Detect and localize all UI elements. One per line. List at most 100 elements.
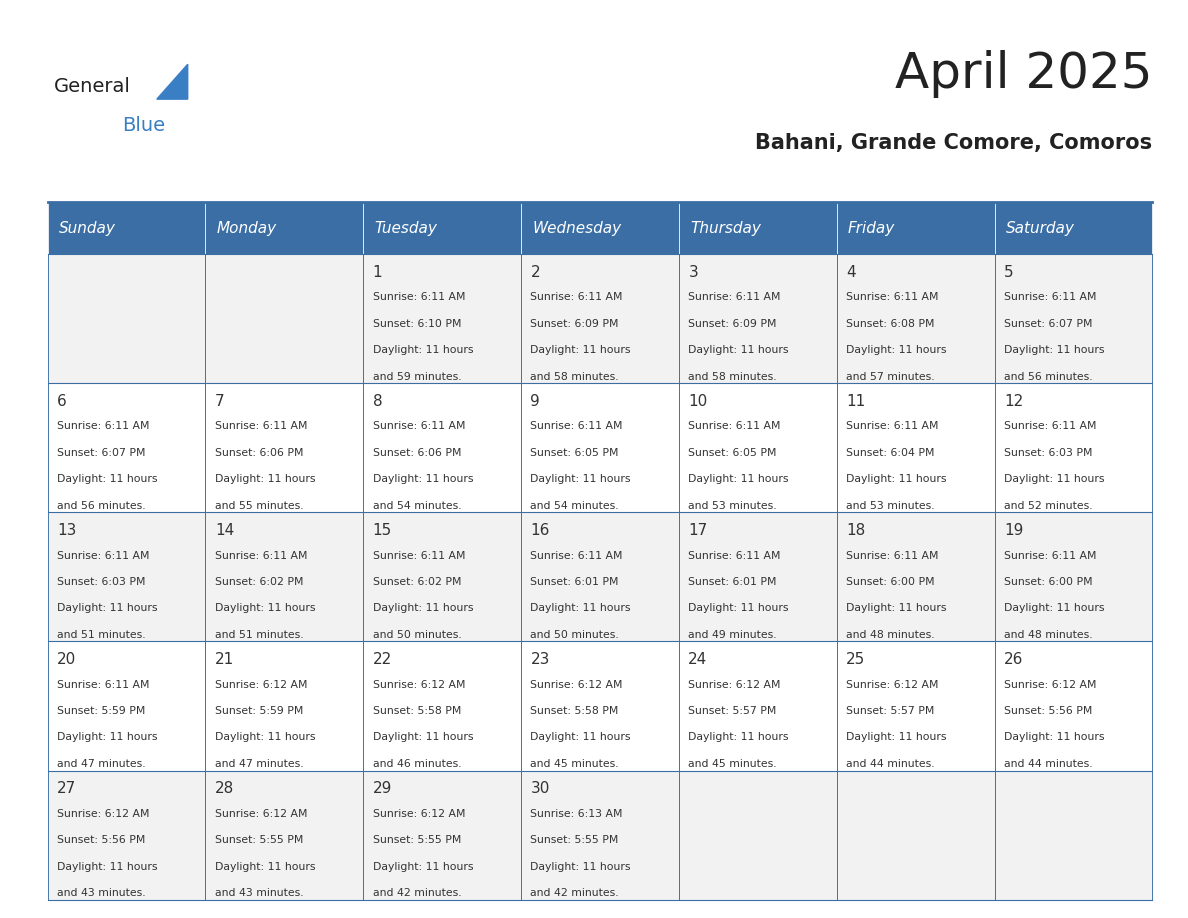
Text: General: General <box>53 77 131 96</box>
Text: April 2025: April 2025 <box>895 50 1152 98</box>
Text: Daylight: 11 hours: Daylight: 11 hours <box>1004 733 1105 743</box>
Text: Sunset: 6:06 PM: Sunset: 6:06 PM <box>373 448 461 458</box>
Polygon shape <box>157 64 188 99</box>
Text: Daylight: 11 hours: Daylight: 11 hours <box>531 345 631 355</box>
Text: Sunrise: 6:11 AM: Sunrise: 6:11 AM <box>373 421 466 431</box>
Text: 2: 2 <box>531 264 541 280</box>
Text: 10: 10 <box>688 394 708 409</box>
Bar <box>364 202 522 254</box>
Text: Sunset: 6:01 PM: Sunset: 6:01 PM <box>531 577 619 587</box>
Text: Sunrise: 6:11 AM: Sunrise: 6:11 AM <box>531 292 623 302</box>
Bar <box>994 642 1152 770</box>
Text: and 42 minutes.: and 42 minutes. <box>531 888 619 898</box>
Text: 8: 8 <box>373 394 383 409</box>
Text: Daylight: 11 hours: Daylight: 11 hours <box>57 603 158 613</box>
Text: Daylight: 11 hours: Daylight: 11 hours <box>57 475 158 485</box>
Text: Sunrise: 6:12 AM: Sunrise: 6:12 AM <box>688 679 781 689</box>
Text: Daylight: 11 hours: Daylight: 11 hours <box>846 733 947 743</box>
Text: 22: 22 <box>373 652 392 666</box>
Text: Sunrise: 6:11 AM: Sunrise: 6:11 AM <box>688 292 781 302</box>
Bar <box>836 254 994 384</box>
Text: Sunset: 6:01 PM: Sunset: 6:01 PM <box>688 577 777 587</box>
Text: Sunrise: 6:11 AM: Sunrise: 6:11 AM <box>373 292 466 302</box>
Bar <box>206 770 364 900</box>
Text: 30: 30 <box>531 781 550 796</box>
Text: Sunset: 6:02 PM: Sunset: 6:02 PM <box>373 577 461 587</box>
Text: Sunset: 6:04 PM: Sunset: 6:04 PM <box>846 448 935 458</box>
Text: Wednesday: Wednesday <box>532 220 621 236</box>
Bar <box>678 384 836 512</box>
Text: Daylight: 11 hours: Daylight: 11 hours <box>373 475 473 485</box>
Text: Daylight: 11 hours: Daylight: 11 hours <box>1004 603 1105 613</box>
Text: and 54 minutes.: and 54 minutes. <box>373 501 461 510</box>
Text: Sunset: 6:02 PM: Sunset: 6:02 PM <box>215 577 303 587</box>
Text: Daylight: 11 hours: Daylight: 11 hours <box>215 862 315 871</box>
Bar <box>522 642 678 770</box>
Text: 1: 1 <box>373 264 383 280</box>
Text: Daylight: 11 hours: Daylight: 11 hours <box>215 603 315 613</box>
Text: Sunset: 6:00 PM: Sunset: 6:00 PM <box>1004 577 1093 587</box>
Text: Daylight: 11 hours: Daylight: 11 hours <box>688 475 789 485</box>
Text: Daylight: 11 hours: Daylight: 11 hours <box>57 862 158 871</box>
Text: Sunrise: 6:12 AM: Sunrise: 6:12 AM <box>846 679 939 689</box>
Text: and 44 minutes.: and 44 minutes. <box>1004 759 1093 769</box>
Text: Daylight: 11 hours: Daylight: 11 hours <box>846 475 947 485</box>
Bar <box>678 254 836 384</box>
Bar <box>836 384 994 512</box>
Text: Sunrise: 6:12 AM: Sunrise: 6:12 AM <box>373 809 466 819</box>
Text: Daylight: 11 hours: Daylight: 11 hours <box>57 733 158 743</box>
Text: Sunrise: 6:11 AM: Sunrise: 6:11 AM <box>531 551 623 561</box>
Text: 29: 29 <box>373 781 392 796</box>
Text: 26: 26 <box>1004 652 1023 666</box>
Bar <box>522 770 678 900</box>
Bar <box>522 254 678 384</box>
Text: Sunset: 6:10 PM: Sunset: 6:10 PM <box>373 319 461 329</box>
Text: Sunrise: 6:11 AM: Sunrise: 6:11 AM <box>57 679 150 689</box>
Text: Thursday: Thursday <box>690 220 760 236</box>
Text: Sunset: 6:07 PM: Sunset: 6:07 PM <box>1004 319 1093 329</box>
Text: Sunset: 6:09 PM: Sunset: 6:09 PM <box>531 319 619 329</box>
Text: Sunset: 5:55 PM: Sunset: 5:55 PM <box>373 835 461 845</box>
Text: and 43 minutes.: and 43 minutes. <box>57 888 146 898</box>
Text: Daylight: 11 hours: Daylight: 11 hours <box>1004 475 1105 485</box>
Text: Sunrise: 6:11 AM: Sunrise: 6:11 AM <box>846 551 939 561</box>
Text: Bahani, Grande Comore, Comoros: Bahani, Grande Comore, Comoros <box>756 133 1152 153</box>
Text: and 47 minutes.: and 47 minutes. <box>215 759 303 769</box>
Text: Daylight: 11 hours: Daylight: 11 hours <box>373 862 473 871</box>
Bar <box>206 202 364 254</box>
Text: 23: 23 <box>531 652 550 666</box>
Text: Sunrise: 6:11 AM: Sunrise: 6:11 AM <box>57 551 150 561</box>
Text: Saturday: Saturday <box>1005 220 1074 236</box>
Text: Daylight: 11 hours: Daylight: 11 hours <box>215 733 315 743</box>
Text: 3: 3 <box>688 264 699 280</box>
Text: 14: 14 <box>215 522 234 538</box>
Text: Sunset: 6:03 PM: Sunset: 6:03 PM <box>1004 448 1093 458</box>
Text: Sunset: 6:08 PM: Sunset: 6:08 PM <box>846 319 935 329</box>
Text: Daylight: 11 hours: Daylight: 11 hours <box>1004 345 1105 355</box>
Bar <box>994 254 1152 384</box>
Text: 15: 15 <box>373 522 392 538</box>
Text: Sunset: 6:05 PM: Sunset: 6:05 PM <box>531 448 619 458</box>
Text: Sunrise: 6:11 AM: Sunrise: 6:11 AM <box>215 551 308 561</box>
Text: Sunset: 5:55 PM: Sunset: 5:55 PM <box>215 835 303 845</box>
Text: and 50 minutes.: and 50 minutes. <box>373 630 461 640</box>
Text: Sunset: 6:05 PM: Sunset: 6:05 PM <box>688 448 777 458</box>
Text: Daylight: 11 hours: Daylight: 11 hours <box>373 603 473 613</box>
Text: Sunrise: 6:11 AM: Sunrise: 6:11 AM <box>1004 421 1097 431</box>
Text: and 56 minutes.: and 56 minutes. <box>57 501 146 510</box>
Bar <box>364 254 522 384</box>
Text: and 59 minutes.: and 59 minutes. <box>373 372 461 382</box>
Text: 4: 4 <box>846 264 855 280</box>
Text: Sunset: 6:03 PM: Sunset: 6:03 PM <box>57 577 145 587</box>
Bar <box>522 512 678 642</box>
Text: Daylight: 11 hours: Daylight: 11 hours <box>215 475 315 485</box>
Text: Daylight: 11 hours: Daylight: 11 hours <box>531 475 631 485</box>
Text: Sunset: 5:59 PM: Sunset: 5:59 PM <box>57 706 145 716</box>
Bar <box>678 642 836 770</box>
Text: 17: 17 <box>688 522 708 538</box>
Text: Sunrise: 6:12 AM: Sunrise: 6:12 AM <box>373 679 466 689</box>
Text: Sunset: 6:00 PM: Sunset: 6:00 PM <box>846 577 935 587</box>
Text: Sunrise: 6:11 AM: Sunrise: 6:11 AM <box>846 421 939 431</box>
Text: and 46 minutes.: and 46 minutes. <box>373 759 461 769</box>
Text: Sunrise: 6:11 AM: Sunrise: 6:11 AM <box>688 551 781 561</box>
